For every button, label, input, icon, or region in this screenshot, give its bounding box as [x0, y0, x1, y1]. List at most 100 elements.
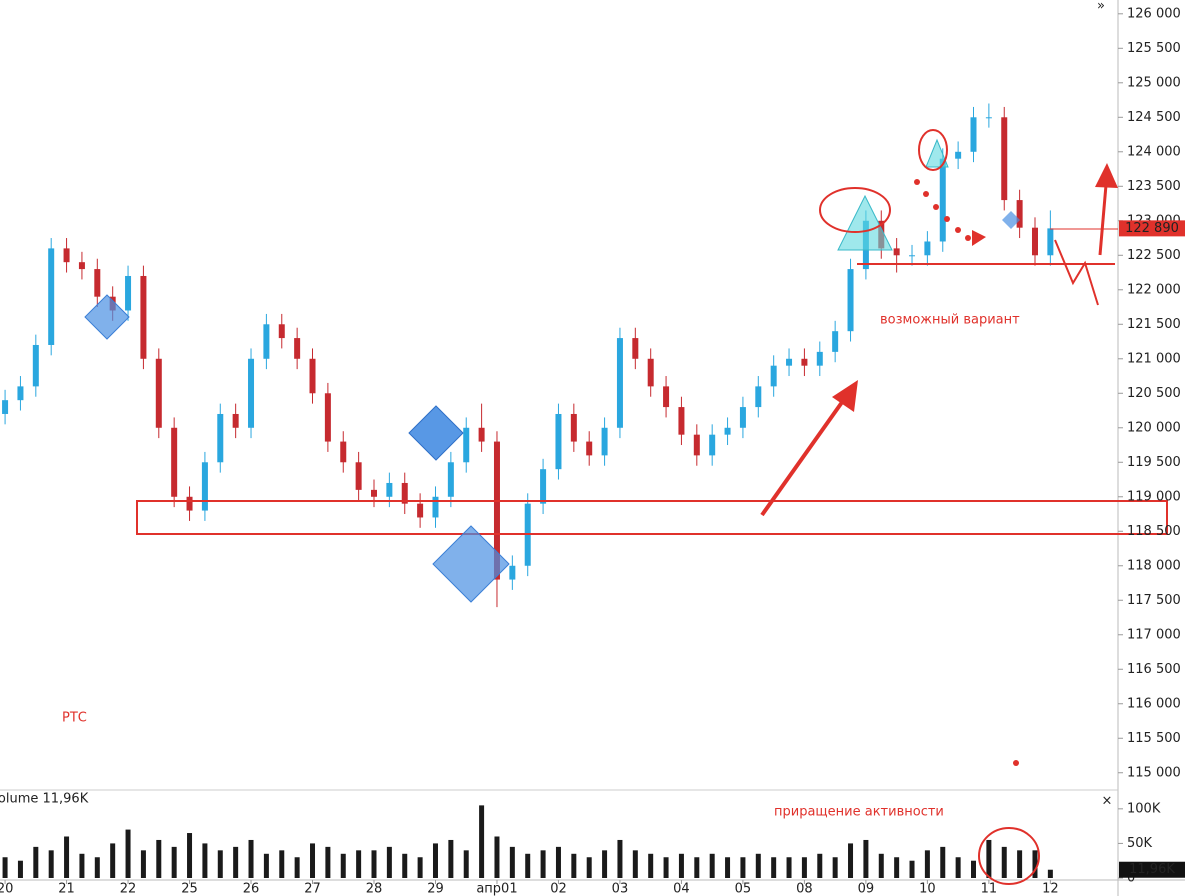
volume-bar	[786, 857, 792, 878]
volume-bar	[878, 853, 884, 878]
x-tick-label: 04	[673, 882, 690, 896]
y-tick-label: 115 000	[1127, 765, 1181, 780]
candle-body	[755, 386, 762, 408]
volume-bar	[632, 850, 638, 878]
volume-bar	[1001, 846, 1007, 878]
circle-mark	[819, 187, 891, 233]
x-tick-label: 02	[550, 882, 567, 896]
arrow	[760, 396, 847, 517]
candle-body	[739, 407, 746, 428]
volume-bar	[940, 846, 946, 878]
candle-body	[786, 358, 793, 366]
chart-title: РТС	[62, 711, 87, 726]
candle-body	[432, 496, 439, 518]
volume-bar	[17, 860, 23, 878]
volume-bar	[894, 857, 900, 878]
candle-body	[801, 358, 808, 366]
x-tick-label: 20	[0, 882, 13, 896]
volume-bar	[709, 853, 715, 878]
triangle-marker	[837, 194, 893, 251]
candle-body	[94, 269, 101, 297]
x-tick-label: 22	[120, 882, 137, 896]
circle-mark	[918, 129, 948, 171]
x-tick-label: 03	[612, 882, 629, 896]
volume-bar	[202, 843, 208, 878]
candle-body	[217, 413, 224, 463]
volume-bar	[817, 853, 823, 878]
volume-label-box	[1119, 861, 1185, 878]
y-tick-label: 119 000	[1127, 489, 1181, 504]
volume-bar	[371, 850, 377, 878]
candle-body	[32, 344, 39, 387]
candle-body	[294, 338, 301, 359]
y-tick-label: 116 000	[1127, 696, 1181, 711]
y-tick-label: 121 000	[1127, 351, 1181, 366]
volume-bar	[248, 839, 254, 878]
volume-bar	[771, 857, 777, 878]
candle-body	[770, 365, 777, 387]
diamond-marker	[1002, 211, 1020, 229]
volume-bar	[233, 846, 239, 878]
candle-body	[186, 496, 193, 511]
candle-body	[570, 413, 577, 442]
volume-bar	[279, 850, 285, 878]
volume-bar	[2, 857, 8, 878]
volume-bar	[340, 853, 346, 878]
candle-body	[232, 413, 239, 428]
volume-bar	[1047, 869, 1053, 878]
candle-body	[540, 469, 547, 504]
plot-area	[2, 103, 1054, 878]
volume-bar	[64, 836, 70, 878]
candle-body	[417, 503, 424, 518]
volume-bar	[555, 846, 561, 878]
candle-body	[647, 358, 654, 387]
candle-body	[586, 441, 593, 456]
y-tick-label: 125 000	[1127, 75, 1181, 90]
y-tick-label: 100K	[1127, 801, 1161, 816]
volume-label: Volume 11,96K	[0, 792, 89, 807]
y-tick-label: 120 500	[1127, 386, 1181, 401]
y-tick-label: 117 500	[1127, 593, 1181, 608]
x-tick-label: 25	[181, 882, 198, 896]
volume-bar	[156, 839, 162, 878]
volume-bar	[509, 846, 515, 878]
volume-bar	[187, 833, 193, 878]
x-tick-label: 26	[243, 882, 260, 896]
candle-body	[478, 427, 485, 442]
collapse-icon[interactable]: »	[1097, 0, 1105, 14]
drawings: » ×	[84, 0, 1168, 885]
candle-body	[1031, 227, 1038, 256]
candle-body	[201, 462, 208, 511]
volume-bar	[832, 857, 838, 878]
volume-bar	[602, 850, 608, 878]
close-icon[interactable]: ×	[1102, 794, 1113, 809]
volume-bar	[1032, 850, 1038, 878]
candle-body	[678, 407, 685, 435]
y-tick-label: 120 000	[1127, 420, 1181, 435]
volume-bar	[310, 843, 316, 878]
diamond-marker	[84, 294, 130, 340]
candle-body	[724, 427, 731, 435]
volume-bar	[217, 850, 223, 878]
candle-body	[370, 489, 377, 497]
volume-bar	[755, 853, 761, 878]
volume-bar	[571, 853, 577, 878]
volume-bar	[971, 860, 977, 878]
volume-bar	[33, 846, 39, 878]
x-tick-label: 28	[366, 882, 383, 896]
candle-body	[816, 351, 823, 366]
volume-bar	[586, 857, 592, 878]
zigzag	[1054, 239, 1099, 306]
volume-bar	[140, 850, 146, 878]
dotted-arrow	[914, 179, 986, 246]
price-label: 122 890	[1125, 221, 1179, 236]
candle-body	[709, 434, 716, 456]
y-tick-label: 125 500	[1127, 41, 1181, 56]
volume-bar	[463, 850, 469, 878]
volume-bar	[110, 843, 116, 878]
y-tick-label: 118 500	[1127, 524, 1181, 539]
arrow	[1098, 184, 1108, 256]
candle-body	[939, 158, 946, 242]
candle-body	[463, 427, 470, 463]
